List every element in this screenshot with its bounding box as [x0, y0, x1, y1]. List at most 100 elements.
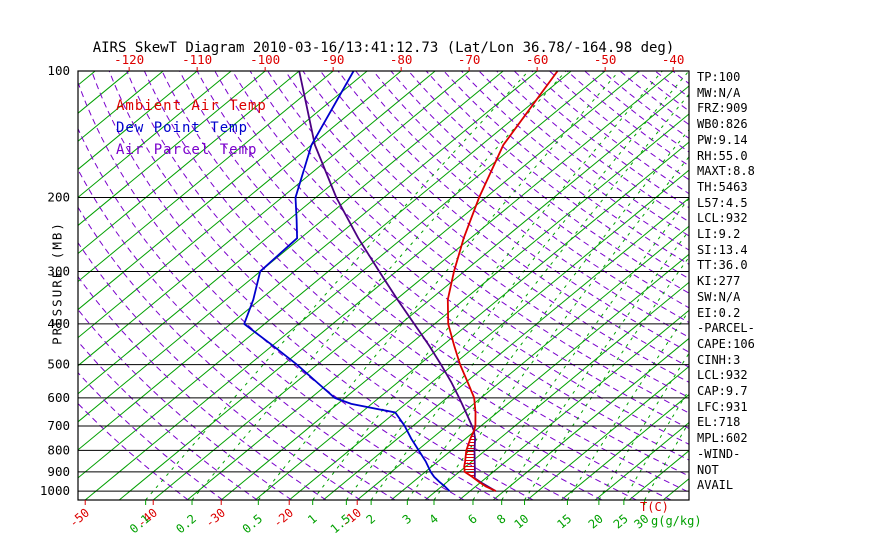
- mixing-ratio-tick-label: 10: [511, 512, 531, 532]
- page-title: AIRS SkewT Diagram 2010-03-16/13:41:12.7…: [92, 40, 675, 56]
- dry-adiabat-line: [425, 71, 689, 280]
- pressure-tick-label: 100: [47, 63, 70, 78]
- mixing-ratio-line: [191, 71, 567, 500]
- pressure-tick-label: 300: [47, 263, 70, 278]
- dry-adiabat-line: [108, 71, 568, 500]
- dry-adiabat-line: [143, 71, 637, 500]
- mixing-ratio-line: [370, 93, 689, 500]
- stat-line: MAXT:8.8: [697, 164, 755, 179]
- air-parcel-temp-curve: [298, 71, 497, 492]
- ambient-air-temp-curve: [446, 71, 559, 492]
- dry-adiabat-line: [284, 71, 689, 399]
- isotherm-line: [78, 71, 300, 255]
- dry-adiabat-line: [249, 71, 689, 430]
- dry-adiabat-line: [302, 71, 689, 383]
- mixing-ratio-tick-label: 3: [400, 512, 415, 527]
- stat-line: LI:9.2: [697, 227, 741, 242]
- isotherm-line: [526, 365, 689, 500]
- stat-line: SW:N/A: [697, 289, 741, 304]
- mixing-ratio-line: [524, 256, 689, 500]
- dry-adiabat-line: [78, 168, 430, 500]
- top-temp-tick-label: -50: [594, 52, 617, 67]
- mixing-ratio-tick-label: 20: [586, 512, 606, 532]
- dry-adiabat-line: [496, 71, 689, 223]
- top-temp-tick-label: -110: [182, 52, 212, 67]
- pressure-tick-label: 500: [47, 357, 70, 372]
- pressure-tick-label: 600: [47, 390, 70, 405]
- isotherm-line: [560, 393, 689, 500]
- stat-line: EI:0.2: [697, 305, 741, 320]
- pressure-tick-label: 900: [47, 464, 70, 479]
- stat-line: NOT: [697, 462, 719, 477]
- isotherm-line: [78, 71, 504, 423]
- dry-adiabat-line: [214, 71, 689, 461]
- isotherm-line: [186, 85, 689, 500]
- stat-line: AVAIL: [697, 478, 734, 493]
- dry-adiabat-line: [443, 71, 689, 265]
- isotherm-line: [78, 71, 266, 227]
- pressure-tick-label: 400: [47, 316, 70, 331]
- stat-line: L57:4.5: [697, 195, 748, 210]
- mixing-ratio-tick-label: 15: [554, 512, 574, 532]
- dry-adiabat-line: [320, 71, 689, 368]
- isotherm-line: [78, 71, 538, 451]
- top-temp-tick-label: -120: [114, 52, 144, 67]
- dry-adiabat-line: [126, 71, 603, 500]
- mixing-ratio-line: [433, 156, 689, 500]
- isotherm-line: [78, 71, 130, 114]
- isotherm-line: [78, 71, 96, 86]
- plot-frame: [77, 70, 690, 501]
- dry-adiabat-line: [267, 71, 689, 414]
- isotherm-line: [78, 71, 232, 199]
- pressure-tick-label: 700: [47, 418, 70, 433]
- dry-adiabat-line: [78, 275, 327, 500]
- isotherm-line: [78, 71, 198, 170]
- stat-line: MPL:602: [697, 431, 748, 446]
- dry-adiabat-line: [78, 402, 189, 500]
- dry-adiabat-line: [408, 71, 689, 294]
- stat-line: CINH:3: [697, 352, 741, 367]
- mixing-ratio-line: [257, 71, 620, 500]
- isotherm-line: [492, 337, 689, 500]
- legend-air-parcel: Air Parcel Temp: [116, 142, 258, 158]
- mixing-ratio-line: [312, 71, 663, 500]
- dry-adiabat-line: [372, 71, 689, 324]
- dew-point-temp-curve: [243, 71, 451, 492]
- dry-adiabat-line: [78, 127, 465, 500]
- stat-line: TP:100: [697, 70, 741, 84]
- temp-unit-label: T(C): [640, 500, 669, 514]
- dry-adiabat-line: [179, 71, 689, 493]
- isotherm-line: [78, 71, 572, 479]
- stat-line: FRZ:909: [697, 101, 748, 116]
- dry-adiabat-line: [531, 71, 689, 195]
- mixing-ratio-line: [623, 388, 689, 500]
- top-temp-tick-label: -100: [250, 52, 280, 67]
- plot-area: [78, 71, 689, 500]
- dry-adiabat-line: [196, 71, 689, 477]
- stat-line: EL:718: [697, 415, 741, 430]
- stat-line: CAP:9.7: [697, 384, 748, 399]
- isotherm-line: [78, 71, 368, 311]
- top-temp-tick-label: -80: [390, 52, 413, 67]
- isotherm-line: [458, 309, 689, 500]
- stat-line: -PARCEL-: [697, 321, 755, 336]
- pressure-tick-label: 200: [47, 189, 70, 204]
- dry-adiabat-line: [161, 71, 672, 500]
- pressure-tick-label: 800: [47, 442, 70, 457]
- stat-line: CAPE:106: [697, 336, 755, 351]
- mixing-ratio-line: [644, 421, 689, 500]
- legend-dew-point: Dew Point Temp: [116, 120, 249, 136]
- stat-line: LCL:932: [697, 368, 748, 383]
- dry-adiabat-line: [78, 371, 223, 500]
- cape-hatch-area: [464, 430, 475, 479]
- mixing-ratio-tick-label: 0.2: [173, 512, 199, 537]
- mixing-ratio-line: [345, 71, 689, 500]
- dry-adiabat-line: [566, 71, 689, 167]
- stat-line: TH:5463: [697, 179, 748, 194]
- mixing-ratio-tick-label: 2: [364, 512, 379, 527]
- mixing-ratio-tick-label: 8: [494, 512, 509, 527]
- mixing-unit-label: g(g/kg): [651, 514, 702, 528]
- top-temp-tick-label: -90: [322, 52, 345, 67]
